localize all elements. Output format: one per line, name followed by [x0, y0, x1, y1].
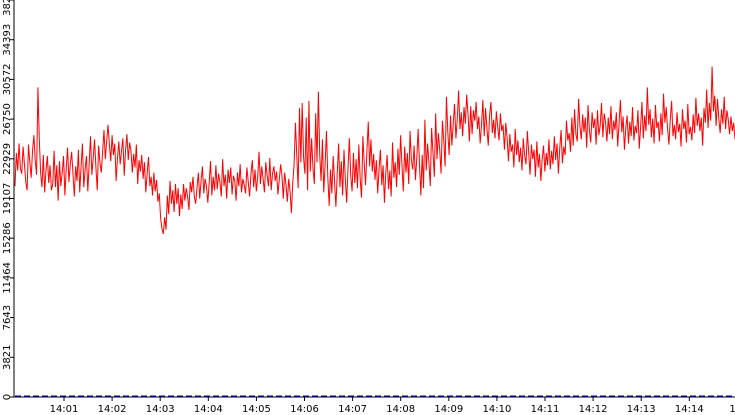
x-tick-label: 14:13 — [627, 404, 656, 415]
x-tick-label: 14:09 — [434, 404, 463, 415]
y-tick-label: 3821 — [2, 345, 13, 370]
y-tick-label: 15286 — [2, 222, 13, 254]
plot-area — [14, 66, 735, 397]
x-tick-label: 14:11 — [531, 404, 560, 415]
x-tick-label: 14:08 — [386, 404, 415, 415]
y-tick-label: 7643 — [2, 305, 13, 330]
y-tick-label: 38215 — [2, 0, 13, 16]
y-tick-label: 30572 — [2, 63, 13, 95]
x-tick-label: 14:06 — [290, 404, 319, 415]
x-tick-label: 14:10 — [482, 404, 511, 415]
y-tick-label: 34393 — [2, 24, 13, 56]
y-tick-label: 11464 — [2, 262, 13, 294]
x-tick-label: 14:01 — [50, 404, 79, 415]
x-tick-label: 14:14 — [675, 404, 704, 415]
x-axis: 14:01 14:02 14:03 14:04 14:05 14:06 14:07 14:08… — [14, 396, 735, 415]
x-tick-label: 14:05 — [242, 404, 271, 415]
x-tick-label: 14:04 — [194, 404, 223, 415]
series-line — [14, 66, 735, 235]
x-tick-label: 14: — [729, 404, 735, 415]
y-tick-label: 19107 — [2, 183, 13, 215]
x-tick-label: 14:07 — [338, 404, 367, 415]
x-tick-label: 14:03 — [146, 404, 175, 415]
y-tick-label: 0 — [2, 394, 13, 400]
y-tick-label: 22929 — [2, 143, 13, 175]
y-tick-label: 26750 — [2, 103, 13, 135]
x-tick-label: 14:12 — [579, 404, 608, 415]
x-tick-label: 14:02 — [98, 404, 127, 415]
y-axis: 0 3821 7643 11464 15286 19107 22929 26750 30572 3… — [2, 0, 15, 400]
